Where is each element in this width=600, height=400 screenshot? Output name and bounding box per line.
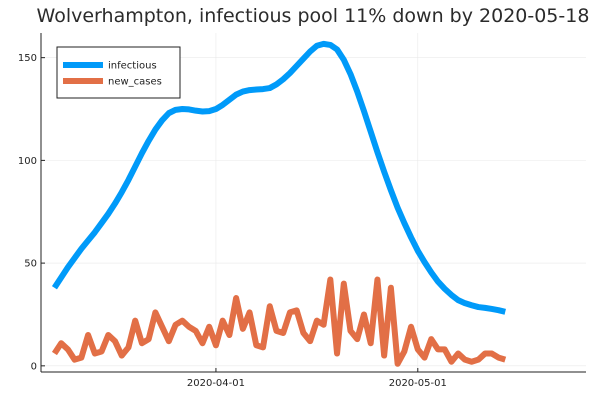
y-tick-label: 100 xyxy=(18,156,37,167)
y-tick-label: 50 xyxy=(24,259,37,270)
legend: infectious new_cases xyxy=(56,46,181,99)
legend-label: infectious xyxy=(108,61,157,72)
tick-labels: 0 50 100 150 2020-04-01 2020-05-01 xyxy=(18,53,447,389)
x-tick-label: 2020-05-01 xyxy=(389,378,447,389)
series-group xyxy=(51,40,507,367)
legend-label: new_cases xyxy=(108,77,162,88)
x-tick-label: 2020-04-01 xyxy=(187,378,245,389)
axes xyxy=(40,33,586,373)
y-tick-label: 0 xyxy=(31,361,37,372)
y-tick-label: 150 xyxy=(18,53,37,64)
chart-title: Wolverhampton, infectious pool 11% down … xyxy=(37,5,590,27)
series-line-infectious xyxy=(51,40,506,315)
legend-box xyxy=(56,46,181,99)
series-line-new-cases xyxy=(51,276,507,367)
